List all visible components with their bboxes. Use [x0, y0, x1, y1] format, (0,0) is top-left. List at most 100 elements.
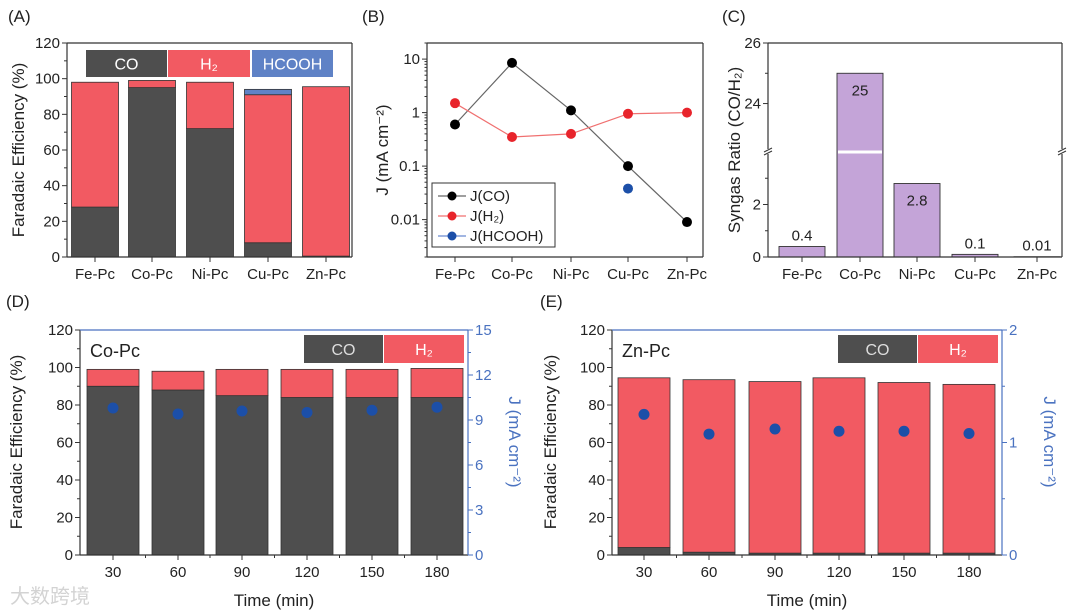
x-tick-label: 60: [170, 564, 187, 581]
y-tick-label: 26: [744, 35, 761, 52]
x-tick-label: Zn-Pc: [306, 266, 347, 283]
y-tick-label: 1: [412, 105, 420, 122]
x-tick-label: Co-Pc: [491, 266, 533, 283]
legend-label: J(CO): [470, 188, 510, 205]
legend-swatch: [252, 50, 333, 77]
panel-label: (C): [722, 7, 746, 26]
bar-segment-h2: [151, 370, 205, 391]
bar-segment-h2: [86, 368, 140, 387]
current-density-point: [638, 408, 650, 420]
panel-b: (B) 0.01 0.1 1 10 Fe-Pc Co-Pc Ni-Pc Cu-Pc Zn-Pc J …: [362, 7, 707, 283]
y2-tick-label: 2: [1009, 322, 1017, 339]
current-density-point: [898, 425, 910, 437]
y2-tick-label: 12: [475, 367, 492, 384]
y-tick-label: 120: [48, 322, 73, 339]
x-tick-label: 120: [826, 564, 851, 581]
bar-segment-h2: [748, 381, 802, 554]
bar-segment-co: [345, 397, 399, 556]
legend-swatch: [168, 50, 250, 77]
y-tick-label: 0: [597, 547, 605, 564]
bar-segment-co: [186, 128, 234, 258]
legend-label: H₂: [415, 342, 433, 359]
current-density-point: [963, 428, 975, 439]
bar-segment-co: [215, 395, 269, 556]
bar-segment-co: [280, 397, 334, 556]
legend-label: H₂: [200, 57, 218, 74]
data-point: [450, 119, 460, 130]
legend-marker: [447, 191, 457, 201]
data-point: [450, 98, 460, 109]
y-tick-label: 80: [588, 397, 605, 414]
y2-tick-label: 0: [1009, 547, 1017, 564]
data-point: [566, 128, 576, 139]
y2-axis-label: J (mA cm⁻²): [505, 396, 524, 487]
y-tick-label: 40: [588, 472, 605, 489]
bar-segment-h2: [812, 377, 866, 554]
current-density-point: [833, 425, 845, 437]
bar: [893, 183, 941, 258]
y-tick-label: 0: [65, 547, 73, 564]
current-density-point: [236, 405, 248, 417]
bar-segment-co: [244, 242, 292, 258]
bar-segment-co: [71, 206, 119, 258]
x-axis-label: Time (min): [767, 591, 848, 610]
y-tick-label: 24: [744, 96, 761, 113]
x-tick-label: 150: [359, 564, 384, 581]
bar-segment-h2: [215, 368, 269, 397]
legend-label: CO: [866, 342, 890, 359]
panel-d: (D) 0 20 40 60 80 100 120 0 3 6 9 12 15 30 60 90 120 150 18…: [6, 292, 524, 610]
bar-segment-co: [128, 87, 176, 258]
y-tick-label: 100: [580, 360, 605, 377]
x-tick-label: Cu-Pc: [954, 266, 996, 283]
bar-segment-h: [186, 81, 234, 129]
legend-swatch: [304, 335, 383, 363]
data-label: 0.4: [792, 228, 813, 245]
data-point: [507, 57, 517, 68]
panel-label: (E): [540, 292, 563, 311]
current-density-point: [703, 428, 715, 440]
y-tick-label: 10: [403, 51, 420, 68]
data-point: [507, 131, 517, 142]
y-tick-label: 0: [52, 249, 60, 266]
x-tick-label: 90: [767, 564, 784, 581]
legend-swatch: [86, 50, 167, 77]
x-tick-label: Co-Pc: [131, 266, 173, 283]
data-label: 2.8: [907, 193, 928, 210]
current-density-point: [107, 402, 119, 414]
y-tick-label: 0: [753, 249, 761, 266]
bar-segment-co: [617, 547, 671, 556]
y2-tick-label: 1: [1009, 435, 1017, 452]
y-axis-label: Faradaic Efficiency (%): [9, 63, 28, 237]
data-point: [623, 161, 633, 172]
panel-label: (A): [8, 7, 31, 26]
x-tick-label: Co-Pc: [839, 266, 881, 283]
legend-swatch: [838, 335, 917, 363]
bar-segment-h: [244, 94, 292, 244]
panel-c: (C) 0.4 25 2.8 0.1 0.01 0 2 24 26 Fe-Pc Co-Pc Ni-Pc C…: [722, 7, 1067, 283]
y-tick-label: 100: [48, 360, 73, 377]
x-tick-label: Fe-Pc: [435, 266, 476, 283]
y-tick-label: 20: [588, 510, 605, 527]
legend-swatch: [918, 335, 998, 363]
axis-break-mark: [1057, 150, 1067, 156]
x-tick-label: 90: [234, 564, 251, 581]
bar-segment-h: [71, 81, 119, 208]
y-tick-label: 2: [753, 197, 761, 214]
y2-tick-label: 15: [475, 322, 492, 339]
y2-tick-label: 0: [475, 547, 483, 564]
x-tick-label: Ni-Pc: [192, 266, 229, 283]
watermark: 大数跨境: [10, 585, 90, 608]
bar-segment-hcooh: [244, 88, 292, 96]
bar-segment-h2: [877, 382, 931, 554]
legend-marker: [447, 211, 457, 221]
y2-axis-label: J (mA cm⁻²): [1040, 396, 1059, 487]
current-density-point: [301, 407, 313, 418]
current-density-point: [366, 404, 378, 416]
bar-segment-h2: [682, 379, 736, 553]
x-tick-label: 180: [956, 564, 981, 581]
data-point: [682, 217, 692, 228]
y-tick-label: 100: [35, 71, 60, 88]
axis-break-mark: [763, 150, 773, 156]
y-tick-label: 60: [56, 435, 73, 452]
panel-label: (B): [362, 7, 385, 26]
